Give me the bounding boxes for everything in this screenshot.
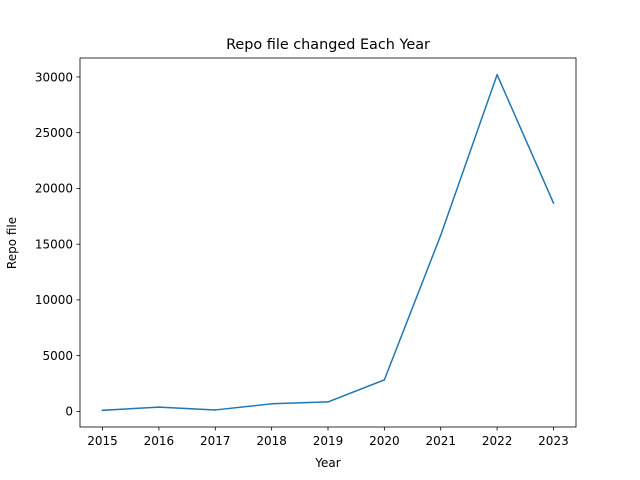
plot-area <box>80 58 576 427</box>
series-line <box>103 75 554 411</box>
x-tick-label: 2023 <box>538 434 569 448</box>
data-point <box>553 202 555 204</box>
y-tick-label: 10000 <box>35 293 73 307</box>
y-tick-label: 25000 <box>35 126 73 140</box>
x-tick-label: 2016 <box>144 434 175 448</box>
y-tick-label: 30000 <box>35 70 73 84</box>
y-axis: 0 5000 10000 15000 20000 25000 30000 <box>35 70 80 418</box>
x-tick-label: 2019 <box>313 434 344 448</box>
chart-title: Repo file changed Each Year <box>226 37 430 53</box>
y-tick-label: 15000 <box>35 237 73 251</box>
data-point <box>384 379 386 381</box>
data-point <box>102 409 104 411</box>
data-point <box>158 406 160 408</box>
data-point <box>271 403 273 405</box>
x-axis-label: Year <box>314 456 340 470</box>
x-tick-label: 2018 <box>256 434 287 448</box>
data-point <box>440 234 442 236</box>
x-axis: 2015 2016 2017 2018 2019 2020 2021 2022 2023 <box>87 427 568 448</box>
x-tick-label: 2022 <box>482 434 513 448</box>
plot-frame <box>80 58 576 427</box>
x-tick-label: 2020 <box>369 434 400 448</box>
data-point <box>496 74 498 76</box>
y-tick-label: 20000 <box>35 182 73 196</box>
y-tick-label: 5000 <box>42 349 73 363</box>
y-tick-label: 0 <box>65 405 73 419</box>
x-tick-label: 2015 <box>87 434 118 448</box>
data-point <box>214 409 216 411</box>
y-axis-label: Repo file <box>5 217 19 269</box>
x-tick-label: 2017 <box>200 434 231 448</box>
x-tick-label: 2021 <box>425 434 456 448</box>
data-point <box>327 401 329 403</box>
